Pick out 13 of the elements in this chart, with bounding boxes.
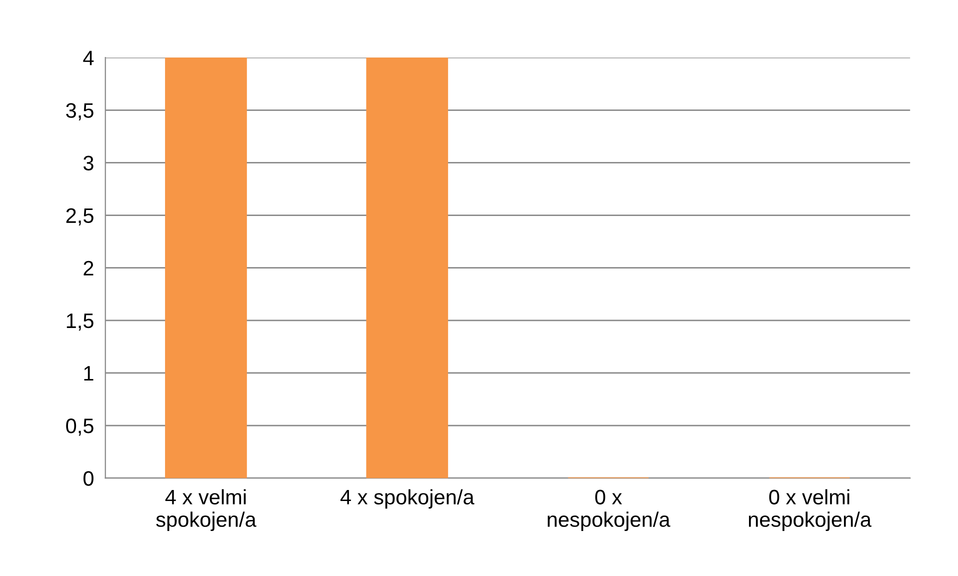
y-tick-label: 0,5 — [66, 418, 94, 436]
x-tick-label: 0 x velmi nespokojen/a — [748, 489, 872, 532]
x-tick-label: 4 x velmi spokojen/a — [156, 489, 256, 532]
y-tick-label: 2 — [84, 260, 94, 276]
y-tick-label: 4 — [83, 50, 94, 66]
y-tick-label: 3 — [83, 156, 94, 170]
y-tick-label: 1,5 — [66, 314, 94, 331]
y-tick-label: 1 — [84, 366, 94, 381]
y-tick-label: 3,5 — [66, 103, 94, 120]
y-tick-label: 0 — [83, 471, 94, 486]
x-tick-label: 0 x nespokojen/a — [548, 490, 670, 532]
x-tick-label: 4 x spokojen/a — [340, 489, 474, 509]
y-tick-label: 2,5 — [66, 208, 94, 226]
